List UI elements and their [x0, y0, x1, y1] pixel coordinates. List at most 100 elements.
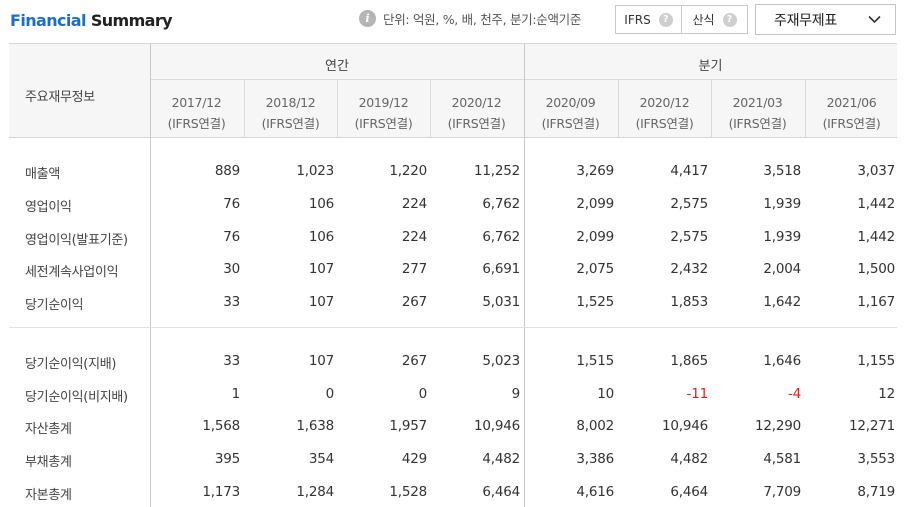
row-label[interactable]: 영업이익(발표기준): [25, 233, 128, 248]
value-cell: 107: [308, 261, 334, 277]
column-header: 2020/09 (IFRS연결): [524, 92, 617, 134]
value-cell: 267: [401, 353, 427, 369]
row-label[interactable]: 매출액: [25, 167, 60, 182]
value-cell: 224: [401, 196, 427, 212]
value-cell: 2,575: [670, 196, 708, 212]
group-annual: 연간: [325, 59, 349, 74]
table-row: 당기순이익 33 107 267 5,031 1,525 1,853 1,642 1,167: [9, 286, 897, 319]
column-divider: [150, 43, 151, 507]
value-cell: 1,642: [763, 294, 801, 310]
period-basis: (IFRS연결): [261, 116, 320, 131]
period-date: 2020/09: [545, 95, 596, 110]
value-cell: 1,167: [857, 294, 895, 310]
table-row: 자산총계 1,568 1,638 1,957 10,946 8,002 10,946 12,2…: [9, 410, 897, 443]
table-row: 부채총계 395 354 429 4,482 3,386 4,482 4,581 3,553: [9, 443, 897, 476]
period-basis: (IFRS연결): [167, 116, 226, 131]
column-divider: [711, 79, 712, 138]
value-cell: 0: [325, 386, 335, 402]
value-cell: 2,004: [763, 261, 801, 277]
statement-type-select[interactable]: 주재무제표: [755, 4, 896, 35]
value-cell: 1,528: [389, 484, 427, 500]
value-cell: 1,646: [763, 353, 801, 369]
ifrs-option[interactable]: IFRS?: [616, 6, 681, 33]
value-cell: 1,284: [296, 484, 334, 500]
row-label[interactable]: 세전계속사업이익: [25, 265, 119, 280]
value-cell: 6,691: [482, 261, 520, 277]
value-cell: 7,709: [763, 484, 801, 500]
value-cell: 30: [223, 261, 240, 277]
row-label[interactable]: 당기순이익(비지배): [25, 390, 128, 405]
financial-summary-title: Financial Summary: [10, 11, 173, 30]
column-divider: [524, 43, 525, 507]
value-cell: 6,762: [482, 196, 520, 212]
value-cell: 1,515: [576, 353, 614, 369]
info-icon[interactable]: i: [359, 10, 376, 27]
value-cell: 10,946: [473, 418, 520, 434]
value-cell: 2,099: [576, 229, 614, 245]
table-row: 자본총계 1,173 1,284 1,528 6,464 4,616 6,464 7,709 8…: [9, 476, 897, 507]
value-cell: 3,386: [576, 451, 614, 467]
calc-option[interactable]: 산식?: [681, 6, 747, 33]
value-cell: 1,957: [389, 418, 427, 434]
value-cell: 1,865: [670, 353, 708, 369]
value-cell: 8,002: [576, 418, 614, 434]
value-cell: 107: [308, 294, 334, 310]
header-divider: [150, 79, 897, 80]
value-cell: 6,464: [670, 484, 708, 500]
value-cell: 2,075: [576, 261, 614, 277]
value-cell: 106: [308, 196, 334, 212]
column-divider: [244, 79, 245, 138]
value-cell: 3,037: [857, 163, 895, 179]
value-cell: 1,853: [670, 294, 708, 310]
row-label[interactable]: 당기순이익: [25, 298, 84, 313]
value-cell: 3,518: [763, 163, 801, 179]
title-highlight: Financial: [10, 11, 86, 30]
value-cell: 354: [308, 451, 334, 467]
calc-label: 산식: [692, 13, 715, 27]
group-quarter: 분기: [698, 59, 723, 74]
period-basis: (IFRS연결): [447, 116, 506, 131]
value-cell: 2,575: [670, 229, 708, 245]
value-cell: 1,525: [576, 294, 614, 310]
select-value: 주재무제표: [774, 12, 837, 29]
row-label[interactable]: 부채총계: [25, 455, 72, 470]
row-label[interactable]: 당기순이익(지배): [25, 357, 117, 372]
column-divider: [430, 79, 431, 138]
value-cell: 1: [231, 386, 241, 402]
question-icon[interactable]: ?: [722, 12, 737, 27]
column-header: 2020/12 (IFRS연결): [618, 92, 711, 134]
value-cell: 3,269: [576, 163, 614, 179]
row-label[interactable]: 영업이익: [25, 200, 72, 215]
period-date: 2020/12: [451, 95, 502, 110]
row-label[interactable]: 자본총계: [25, 488, 72, 503]
value-cell: -11: [686, 386, 709, 402]
value-cell: -4: [787, 386, 801, 402]
value-cell: 11,252: [473, 163, 520, 179]
table-row: 당기순이익(지배) 33 107 267 5,023 1,515 1,865 1,646 1,1…: [9, 345, 897, 378]
value-cell: 33: [223, 294, 240, 310]
value-cell: 9: [511, 386, 521, 402]
ifrs-calc-toggle: IFRS? 산식?: [615, 5, 748, 34]
value-cell: 2,432: [670, 261, 708, 277]
value-cell: 10: [597, 386, 614, 402]
value-cell: 33: [223, 353, 240, 369]
table-row: 당기순이익(비지배) 1 0 0 9 10 -11 -4 12: [9, 378, 897, 411]
value-cell: 4,581: [763, 451, 801, 467]
period-basis: (IFRS연결): [541, 116, 600, 131]
table-header: 주요재무정보 연간 분기 2017/12 (IFRS연결) 2018/12 (IFRS…: [9, 43, 897, 138]
value-cell: 10,946: [661, 418, 708, 434]
period-date: 2021/03: [732, 95, 783, 110]
period-date: 2018/12: [265, 95, 316, 110]
value-cell: 0: [418, 386, 428, 402]
section-separator: [9, 327, 897, 328]
column-divider: [805, 79, 806, 138]
value-cell: 76: [223, 229, 240, 245]
question-icon[interactable]: ?: [658, 12, 673, 27]
row-label[interactable]: 자산총계: [25, 422, 72, 437]
column-header: 2018/12 (IFRS연결): [244, 92, 337, 134]
period-date: 2020/12: [639, 95, 690, 110]
value-cell: 2,099: [576, 196, 614, 212]
value-cell: 1,023: [296, 163, 334, 179]
value-cell: 1,442: [857, 229, 895, 245]
value-cell: 1,638: [296, 418, 334, 434]
